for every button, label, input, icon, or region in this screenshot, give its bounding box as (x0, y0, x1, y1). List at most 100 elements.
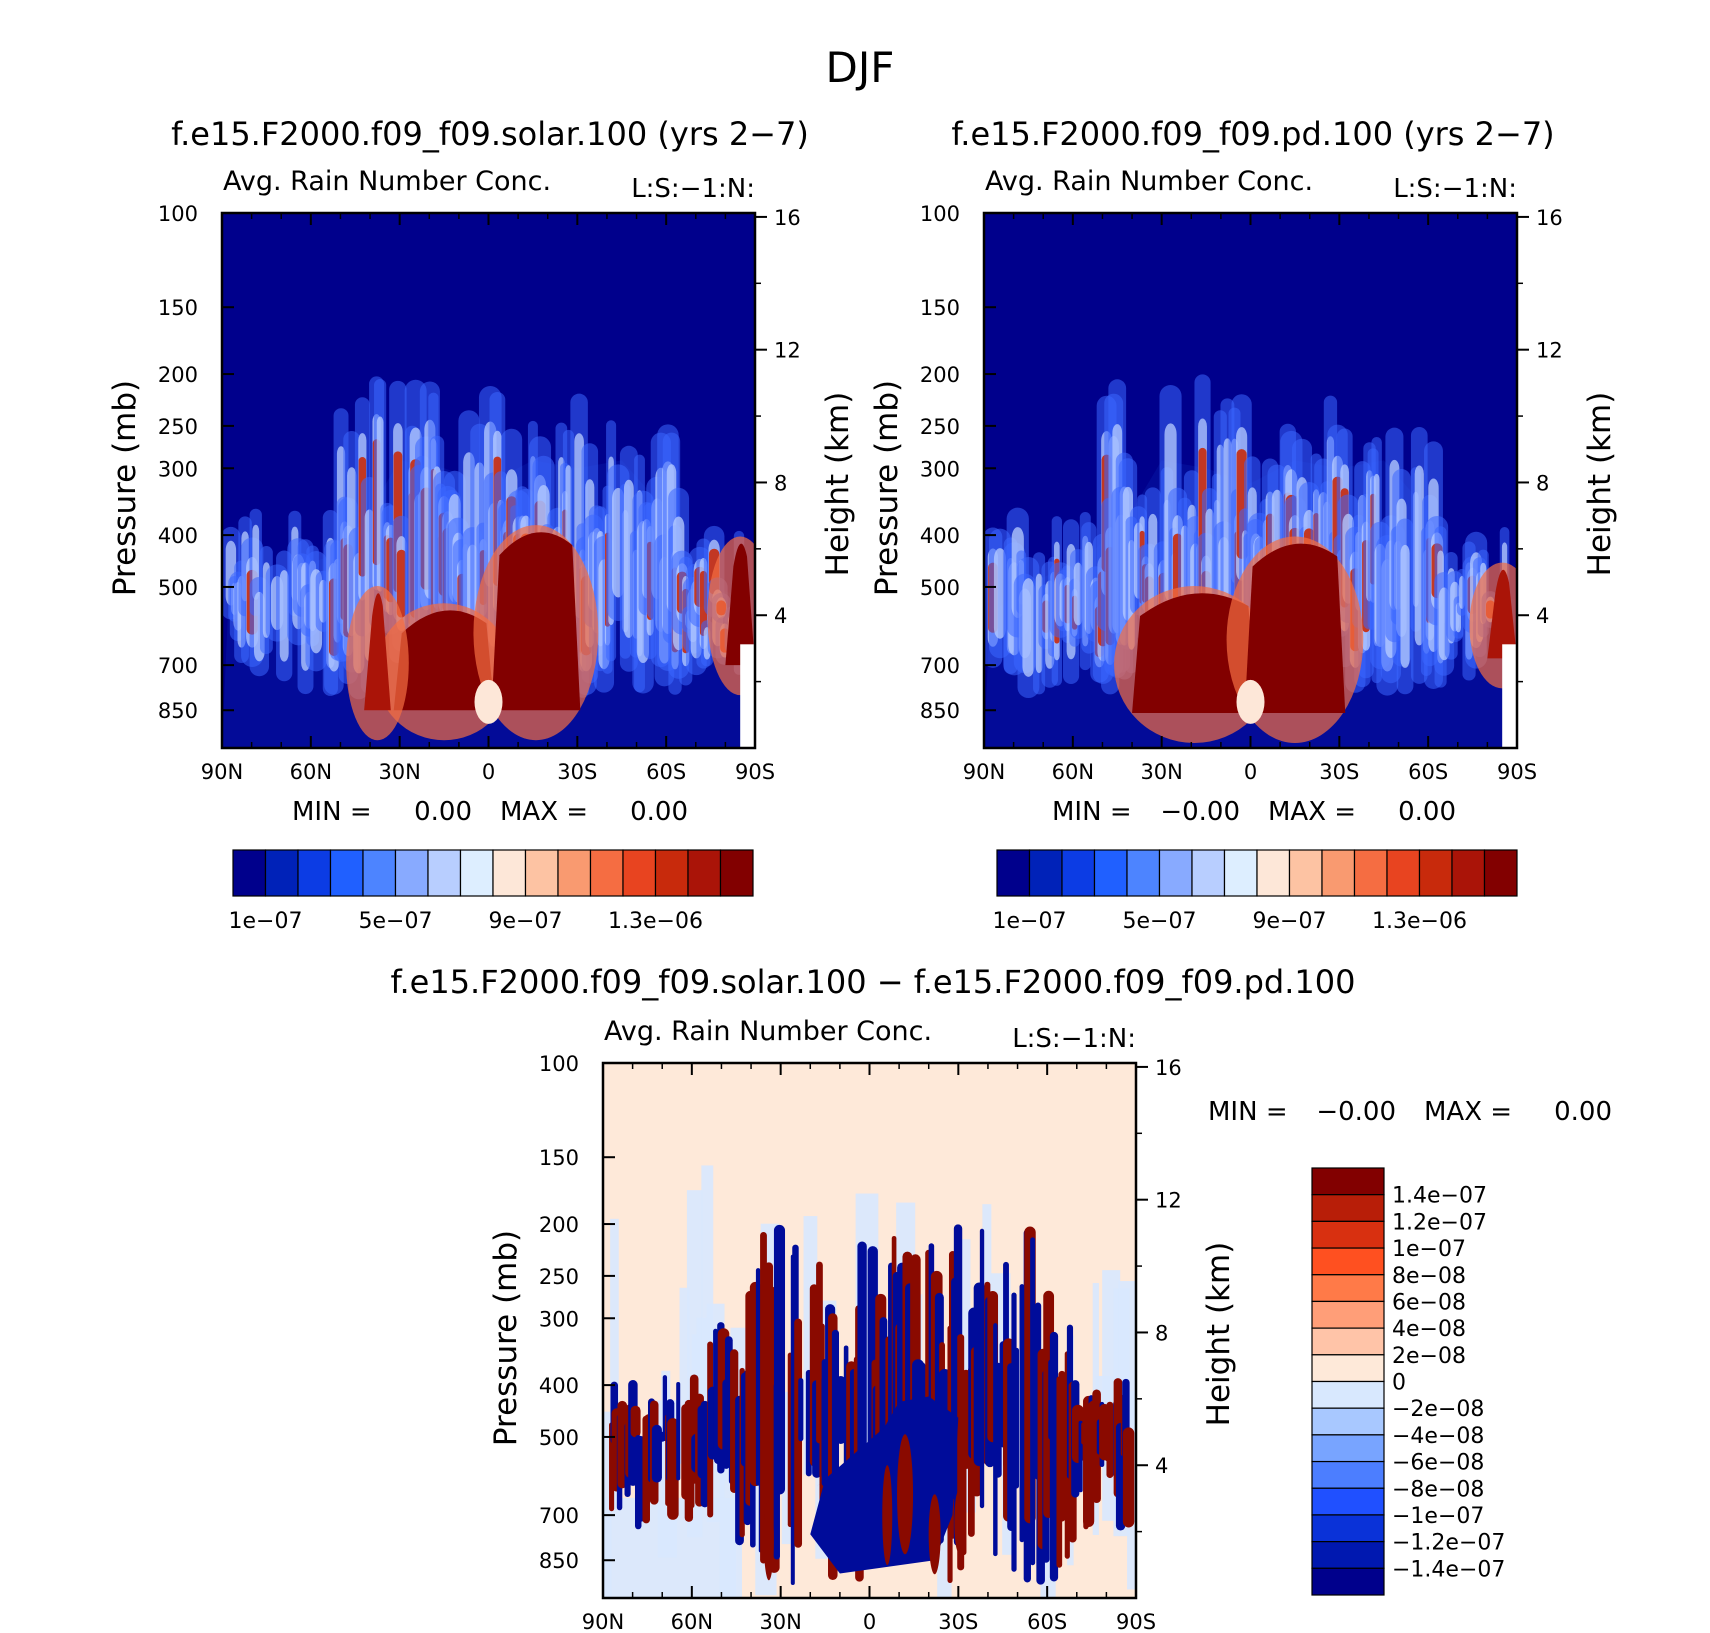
colorbar-swatch (1093, 849, 1128, 897)
colorbar-swatch (1223, 849, 1258, 897)
colorbar-swatch (1311, 1194, 1385, 1222)
colorbar-swatch (459, 849, 494, 897)
colorbar-swatch (524, 849, 559, 897)
min-value: 0.00 (414, 797, 472, 827)
colorbar-swatch (329, 849, 364, 897)
colorbar-swatch (1191, 849, 1226, 897)
colorbar-label: −2e−08 (1392, 1397, 1484, 1422)
diff-core-positive (882, 1465, 893, 1566)
y-right-tick-label: 4 (1536, 604, 1549, 628)
diff-streak (1049, 1331, 1059, 1582)
y-tick-label: 850 (158, 699, 198, 723)
y-right-tick-label: 16 (1155, 1056, 1182, 1080)
colorbar-swatch (1311, 1247, 1385, 1276)
min-label: MIN = (1208, 1097, 1288, 1127)
colorbar-swatch (232, 849, 267, 897)
y-axis-right: 16 12 8 4 (1517, 206, 1563, 683)
y-right-tick-label: 12 (1155, 1189, 1182, 1213)
max-label: MAX = (1424, 1097, 1512, 1127)
diff-core-positive (763, 1500, 774, 1581)
colorbar-swatch (1353, 849, 1388, 897)
y-axis-left: 100 150 200 250 300 400 500 700 850 (158, 202, 234, 723)
field-core (364, 593, 391, 711)
tag: L:S:−1:N: (1393, 174, 1517, 204)
colorbar-label: 5e−07 (1123, 909, 1197, 934)
colorbar: 1e−07 5e−07 9e−07 1.3e−06 (993, 849, 1518, 934)
x-tick-label: 60N (671, 1610, 713, 1633)
y-tick-label: 250 (158, 415, 198, 439)
colorbar-label: 1.2e−07 (1392, 1210, 1487, 1235)
figure-title: DJF (826, 43, 895, 92)
y-tick-label: 100 (920, 202, 960, 226)
y-tick-label: 150 (920, 296, 960, 320)
diff-streak (798, 1377, 804, 1442)
colorbar-swatch (654, 849, 689, 897)
diff-core-positive (954, 1491, 963, 1552)
min-label: MIN = (292, 797, 372, 827)
x-tick-label: 90S (1116, 1610, 1156, 1633)
subtitle: Avg. Rain Number Conc. (223, 166, 551, 197)
x-tick-label: 60N (290, 760, 332, 784)
colorbar: 1e−07 5e−07 9e−07 1.3e−06 (229, 849, 754, 934)
colorbar-label: 4e−08 (1392, 1317, 1466, 1342)
field-light-patch (1236, 679, 1265, 724)
y-right-tick-label: 12 (1536, 339, 1563, 363)
colorbar: 1.4e−071.2e−071e−078e−086e−084e−082e−080… (1311, 1167, 1505, 1596)
field-streak-core (1205, 508, 1214, 605)
colorbar-swatch (1311, 1274, 1385, 1303)
y-axis-right-label: Height (km) (820, 392, 856, 577)
field-core (1132, 593, 1257, 713)
field-streak-hot (396, 549, 407, 618)
diff-streak (773, 1224, 786, 1495)
tag: L:S:−1:N: (631, 174, 755, 204)
colorbar-swatch (427, 849, 462, 897)
y-right-tick-label: 16 (1536, 206, 1563, 230)
colorbar-label: 1e−07 (1392, 1237, 1466, 1262)
x-tick-label: 60S (1027, 1610, 1067, 1633)
x-tick-label: 30N (1140, 760, 1182, 784)
y-axis-right-label: Height (km) (1582, 392, 1618, 577)
diff-streak (667, 1418, 679, 1520)
y-tick-label: 200 (920, 363, 960, 387)
tag: L:S:−1:N: (1012, 1024, 1136, 1054)
colorbar-label: −8e−08 (1392, 1477, 1484, 1502)
topography-mask (740, 644, 755, 748)
colorbar-label: −1.4e−07 (1392, 1557, 1505, 1582)
diff-streak (831, 1329, 839, 1497)
x-tick-label: 90N (963, 760, 1005, 784)
field-layer (984, 374, 1517, 748)
colorbar-swatch (1311, 1327, 1385, 1356)
diff-patch (679, 1287, 690, 1464)
colorbar-swatch (1311, 1567, 1385, 1596)
colorbar-swatch (1158, 849, 1193, 897)
diff-streak (676, 1381, 681, 1481)
x-tick-label: 0 (1244, 760, 1257, 784)
y-tick-label: 150 (539, 1146, 579, 1170)
y-tick-label: 300 (539, 1307, 579, 1331)
y-axis-right-label: Height (km) (1201, 1242, 1237, 1427)
colorbar-label: 9e−07 (1253, 909, 1327, 934)
colorbar-swatch (1418, 849, 1453, 897)
colorbar-swatch (1483, 849, 1518, 897)
colorbar-swatch (622, 849, 657, 897)
colorbar-label: −1.2e−07 (1392, 1531, 1505, 1556)
y-tick-label: 250 (920, 415, 960, 439)
min-label: MIN = (1052, 797, 1132, 827)
y-tick-label: 300 (920, 457, 960, 481)
colorbar-swatch (589, 849, 624, 897)
colorbar-swatch (1311, 1300, 1385, 1329)
y-right-tick-label: 16 (774, 206, 801, 230)
x-tick-label: 30N (759, 1610, 801, 1633)
diff-streak (857, 1241, 867, 1497)
field-core (393, 610, 495, 711)
y-tick-label: 400 (158, 524, 198, 548)
y-tick-label: 300 (158, 457, 198, 481)
colorbar-label: −1e−07 (1392, 1504, 1484, 1529)
x-tick-label: 60S (1408, 760, 1448, 784)
max-value: 0.00 (1554, 1097, 1612, 1127)
y-tick-label: 200 (158, 363, 198, 387)
colorbar-swatch (719, 849, 754, 897)
panel-difference: f.e15.F2000.f09_f09.solar.100 − f.e15.F2… (391, 963, 1612, 1633)
field-core (491, 532, 581, 711)
